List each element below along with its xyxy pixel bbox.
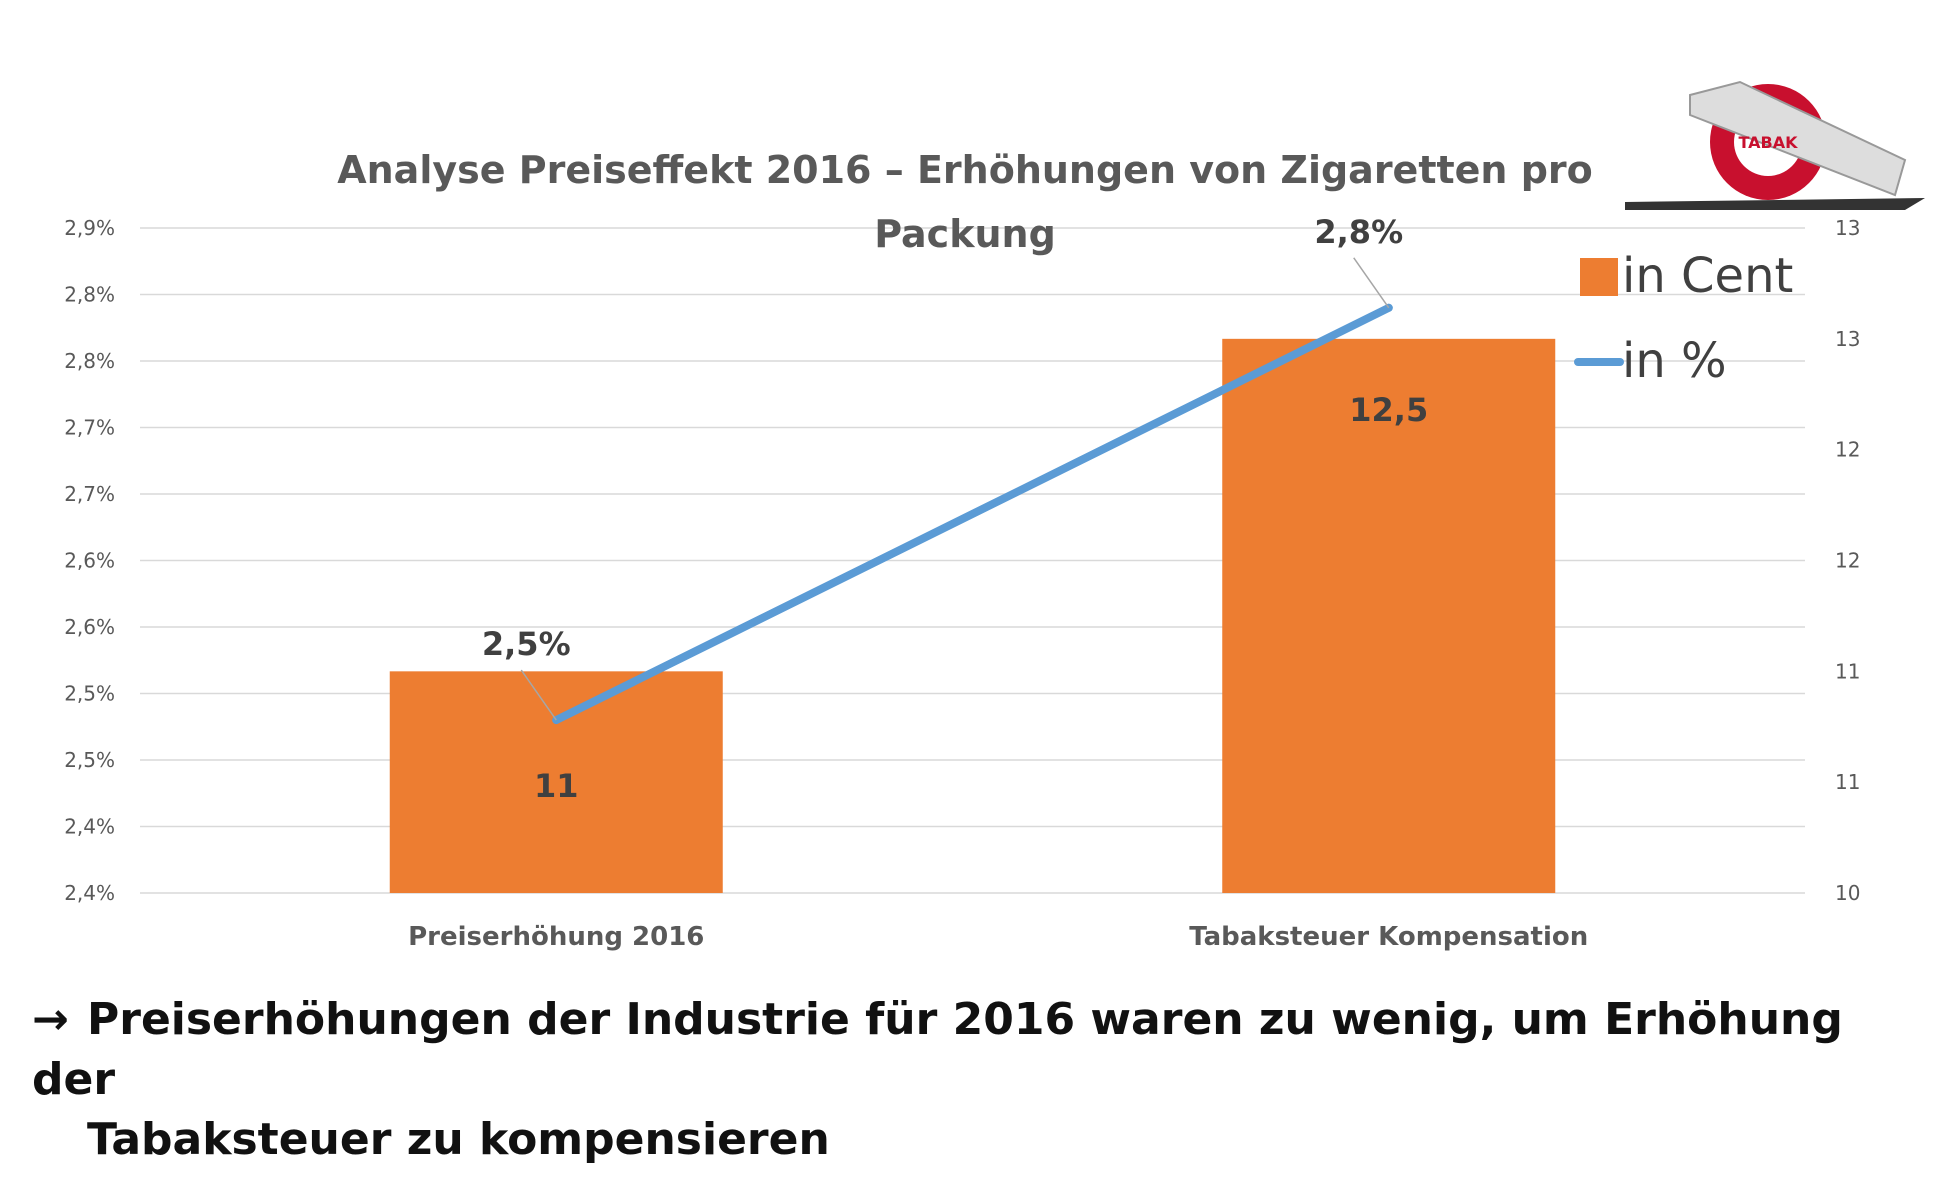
right-tick-label: 13	[1835, 327, 1860, 351]
left-tick-label: 2,8%	[64, 349, 115, 373]
right-tick-label: 11	[1835, 770, 1860, 794]
right-tick-label: 12	[1835, 549, 1860, 573]
right-tick-label: 12	[1835, 438, 1860, 462]
right-tick-label: 10	[1835, 881, 1860, 905]
left-tick-label: 2,6%	[64, 549, 115, 573]
legend-line-label: in %	[1622, 333, 1727, 389]
bar	[389, 671, 723, 893]
leader-line	[520, 669, 557, 721]
left-tick-label: 2,9%	[64, 216, 115, 240]
left-tick-label: 2,5%	[64, 748, 115, 772]
left-tick-label: 2,6%	[64, 615, 115, 639]
legend-bar-label: in Cent	[1622, 248, 1793, 304]
left-tick-label: 2,7%	[64, 482, 115, 506]
logo-text: TABAK	[1738, 133, 1798, 152]
left-axis-ticks: 2,4% 2,4% 2,5% 2,5% 2,6% 2,6% 2,7% 2,7% 2,8% 2,8%…	[64, 216, 115, 905]
line-data-label: 2,5%	[482, 625, 571, 663]
line-data-label: 2,8%	[1314, 213, 1403, 251]
conclusion-line2: Tabaksteuer zu kompensieren	[87, 1114, 830, 1165]
legend-bar-swatch	[1580, 258, 1618, 296]
bar	[1222, 338, 1556, 893]
conclusion-line1: Preiserhöhungen der Industrie für 2016 w…	[32, 994, 1843, 1105]
line-series-path	[552, 303, 1393, 725]
bar-series: 11 12,5	[389, 338, 1556, 893]
right-tick-label: 11	[1835, 659, 1860, 683]
left-tick-label: 2,4%	[64, 815, 115, 839]
left-tick-label: 2,7%	[64, 416, 115, 440]
category-label: Preiserhöhung 2016	[408, 922, 704, 952]
left-tick-label: 2,8%	[64, 283, 115, 307]
right-axis-ticks: 10 11 11 12 12 13 13	[1835, 216, 1860, 905]
right-tick-label: 13	[1835, 216, 1860, 240]
arrow-icon: →	[32, 994, 69, 1045]
legend: in Cent in %	[1574, 248, 1793, 389]
leader-line	[1353, 257, 1390, 309]
tabak-trafik-logo: TABAK	[1625, 80, 1925, 210]
chart-title-line1: Analyse Preiseffekt 2016 – Erhöhungen vo…	[337, 148, 1593, 192]
chart: 2,4% 2,4% 2,5% 2,5% 2,6% 2,6% 2,7% 2,7% 2,8% 2,8%…	[64, 80, 1925, 952]
left-tick-label: 2,5%	[64, 682, 115, 706]
chart-title-line2: Packung	[874, 212, 1056, 256]
left-tick-label: 2,4%	[64, 881, 115, 905]
line-series: 2,5% 2,8%	[482, 213, 1403, 725]
conclusion: → Preiserhöhungen der Industrie für 2016 …	[32, 990, 1892, 1170]
category-labels: Preiserhöhung 2016 Tabaksteuer Kompensati…	[408, 922, 1588, 952]
bar-data-label: 11	[534, 767, 579, 805]
bar-data-label: 12,5	[1349, 391, 1428, 429]
category-label: Tabaksteuer Kompensation	[1189, 922, 1588, 952]
